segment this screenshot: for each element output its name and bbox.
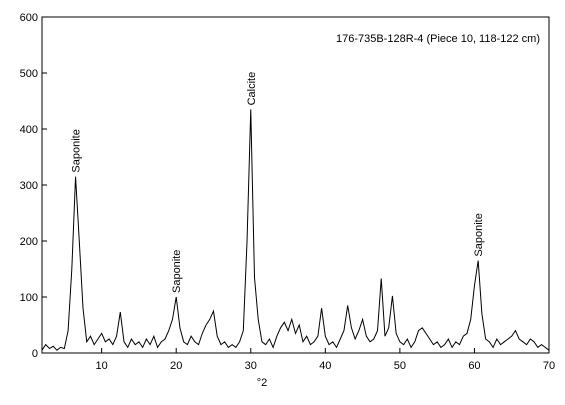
peak-annotation: Saponite [71, 129, 83, 172]
x-tick-label: 70 [543, 360, 555, 372]
x-tick-label: 30 [245, 360, 257, 372]
peak-annotation: Saponite [171, 250, 183, 293]
y-tick-label: 200 [20, 236, 38, 248]
y-tick-label: 600 [20, 12, 38, 24]
peak-annotation: Calcite [246, 72, 258, 106]
y-tick-label: 0 [32, 348, 38, 360]
y-tick-label: 500 [20, 68, 38, 80]
peak-annotation: Saponite [473, 213, 485, 256]
x-tick-label: 50 [394, 360, 406, 372]
x-tick-label: 20 [170, 360, 182, 372]
chart-title: 176-735B-128R-4 (Piece 10, 118-122 cm) [336, 33, 540, 45]
x-tick-label: 60 [468, 360, 480, 372]
y-tick-label: 300 [20, 180, 38, 192]
x-tick-label: 10 [96, 360, 108, 372]
y-tick-label: 100 [20, 292, 38, 304]
x-axis-label: °2 [257, 377, 268, 389]
x-tick-label: 40 [319, 360, 331, 372]
spectrum-line [41, 109, 550, 351]
y-tick-label: 400 [20, 124, 38, 136]
